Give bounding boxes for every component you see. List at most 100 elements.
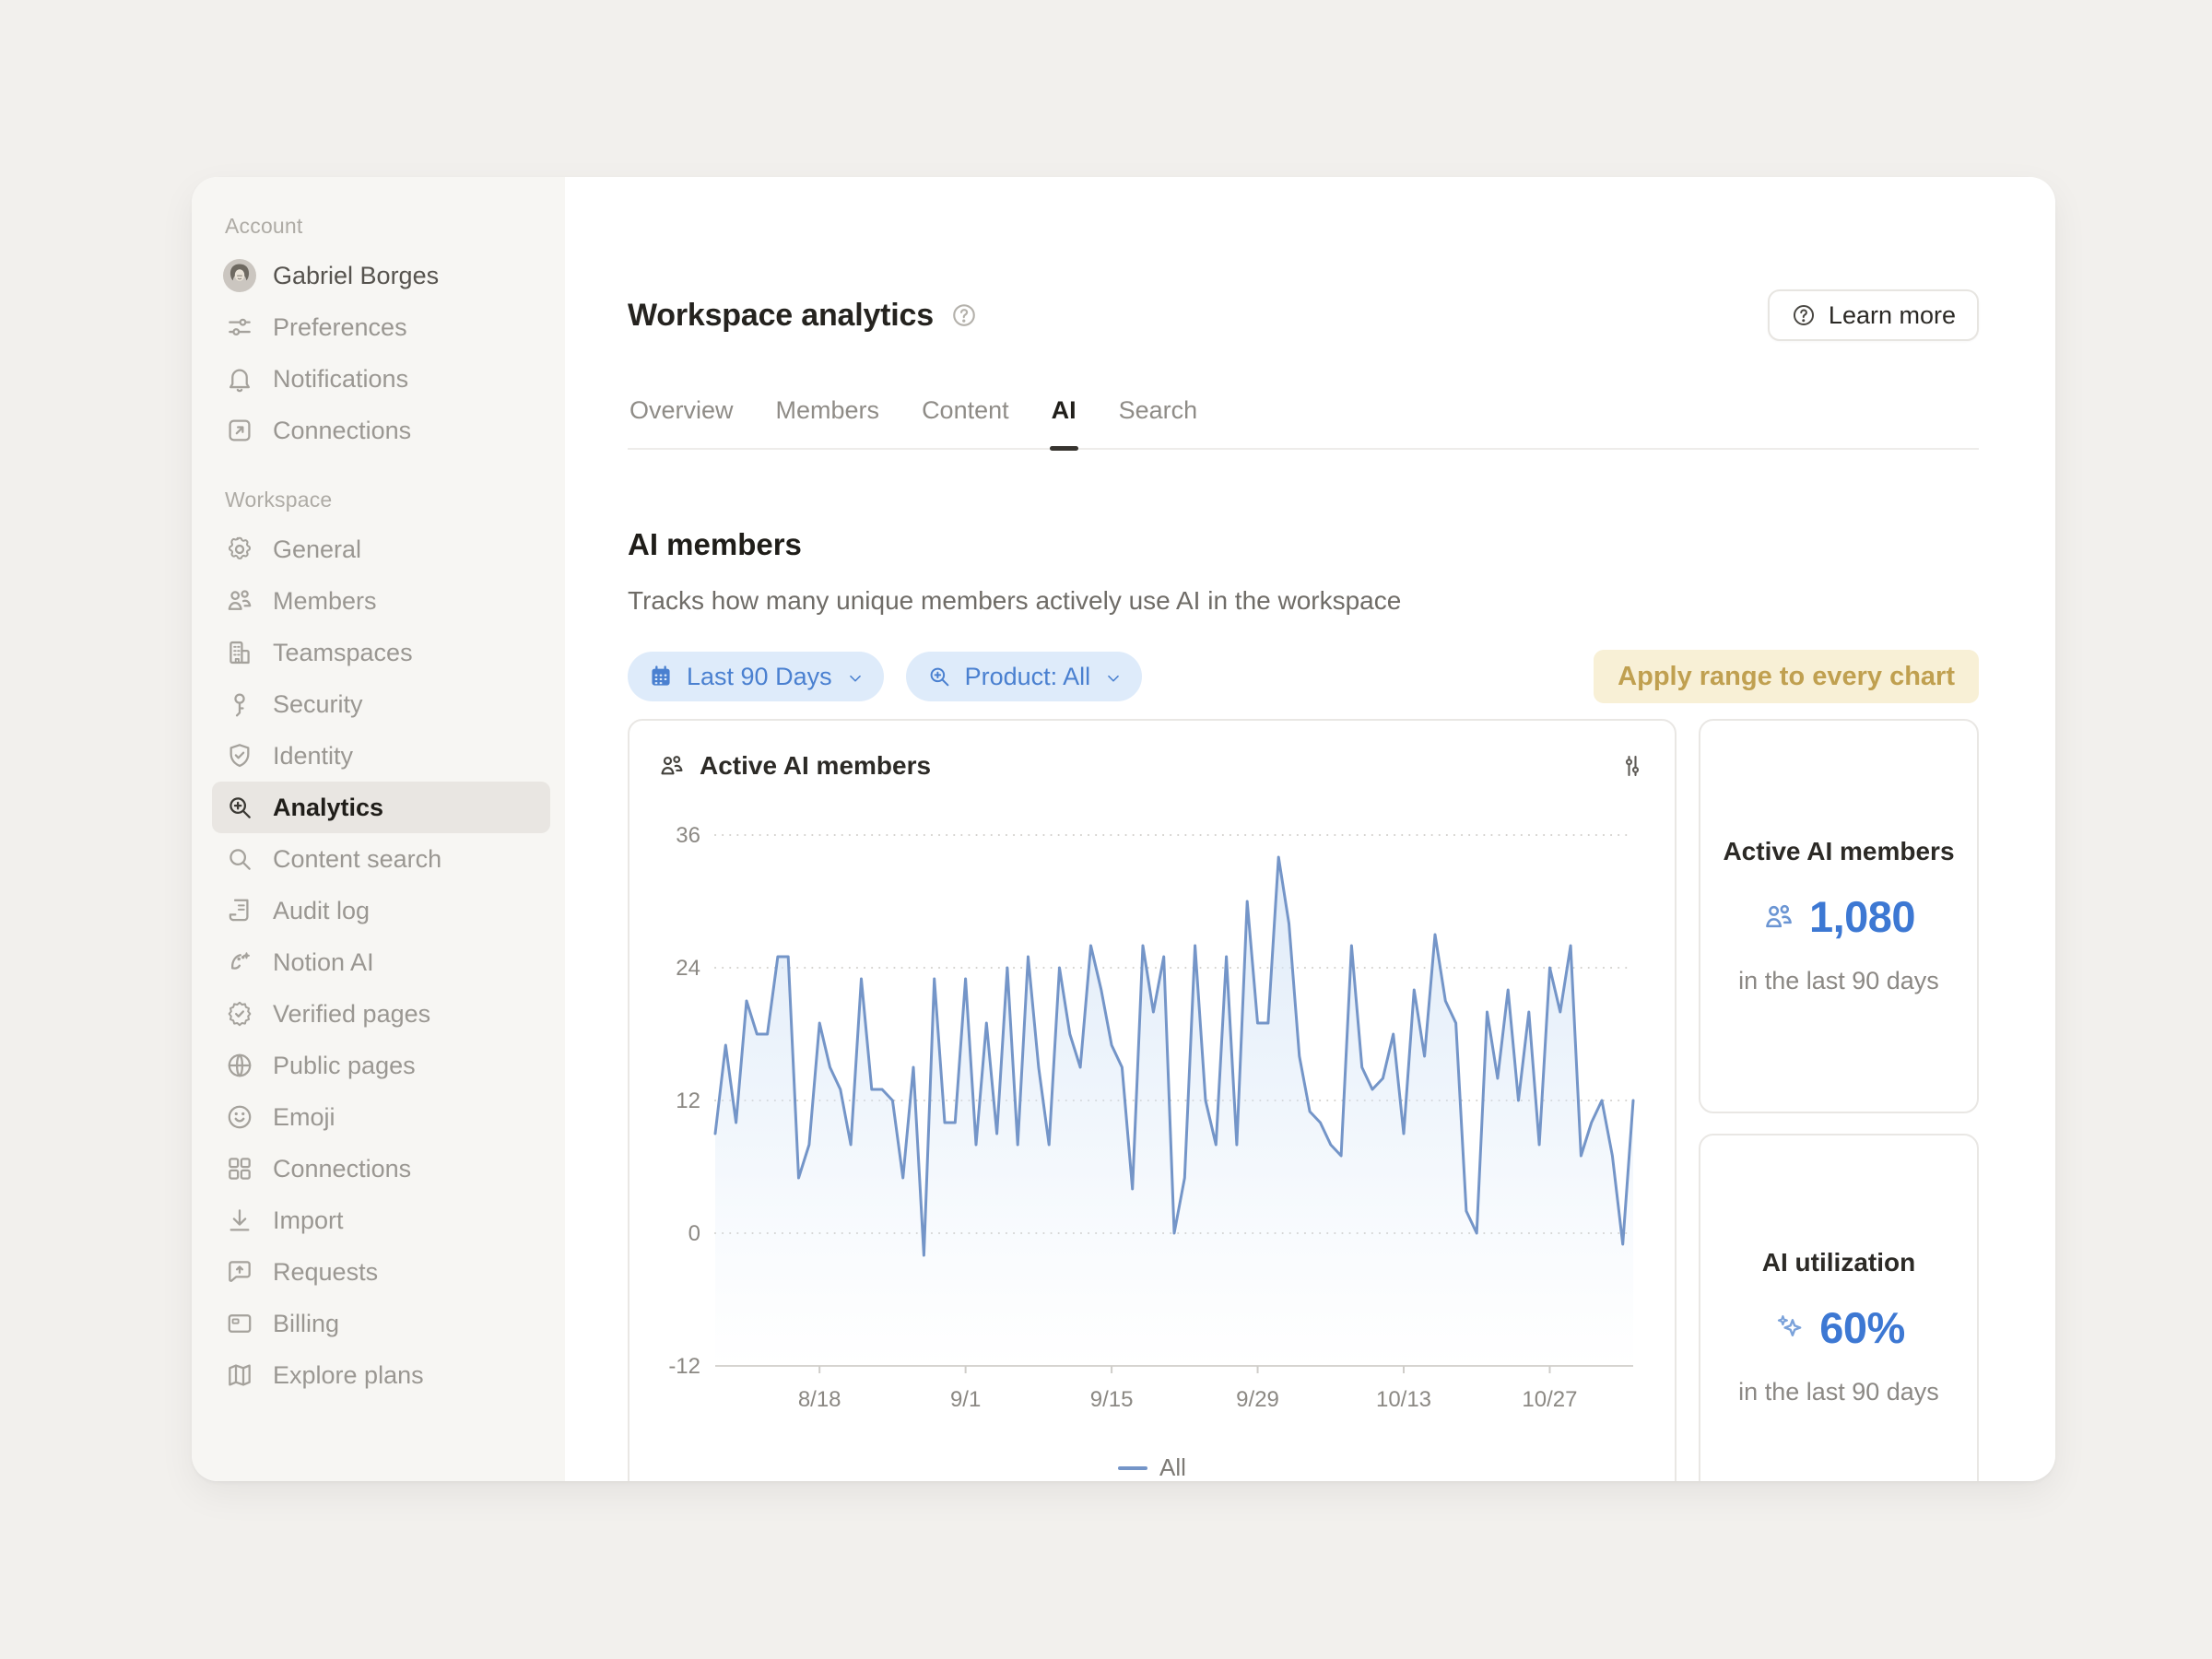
sidebar-item-label: Audit log (273, 896, 371, 924)
filter-chip-last-90-days[interactable]: Last 90 Days (628, 652, 884, 701)
apply-range-button[interactable]: Apply range to every chart (1594, 650, 1979, 703)
svg-text:12: 12 (676, 1088, 700, 1113)
filter-chip-label: Product: All (964, 662, 1091, 690)
svg-text:9/15: 9/15 (1090, 1387, 1134, 1412)
sidebar-item-notion-ai[interactable]: Notion AI (212, 936, 550, 988)
chevron-down-icon (1103, 666, 1124, 687)
tab-ai[interactable]: AI (1049, 391, 1078, 451)
sidebar-item-preferences[interactable]: Preferences (212, 301, 550, 353)
credit-card-icon (225, 1309, 254, 1338)
sidebar-item-explore-plans[interactable]: Explore plans (212, 1349, 550, 1401)
svg-text:10/27: 10/27 (1522, 1387, 1577, 1412)
svg-text:24: 24 (676, 956, 700, 981)
sidebar-item-gabriel-borges[interactable]: Gabriel Borges (212, 250, 550, 301)
sidebar-item-label: Notion AI (273, 947, 374, 976)
sidebar-item-emoji[interactable]: Emoji (212, 1091, 550, 1143)
sidebar-item-verified-pages[interactable]: Verified pages (212, 988, 550, 1040)
sidebar-item-members[interactable]: Members (212, 575, 550, 627)
sidebar-item-label: Teamspaces (273, 638, 413, 666)
active-ai-members-chart-card: Active AI members 36 24 12 0 -12 8/18 9/1 9/15 9… (628, 719, 1677, 1481)
stat-card-title: AI utilization (1761, 1248, 1916, 1277)
tab-content[interactable]: Content (922, 396, 1009, 424)
sidebar-item-teamspaces[interactable]: Teamspaces (212, 627, 550, 678)
magnifier-icon (225, 844, 254, 874)
map-icon (225, 1360, 254, 1390)
chat-up-icon (225, 1257, 254, 1287)
stat-value-row: 60% (1772, 1302, 1905, 1353)
sidebar-account-group: Account Gabriel Borges Preferences Notific… (212, 214, 550, 456)
download-icon (225, 1206, 254, 1235)
sidebar-item-connections[interactable]: Connections (212, 1143, 550, 1194)
sidebar-item-label: Members (273, 586, 377, 615)
active-ai-members-stat-card: Active AI members 1,080 in the last 90 d… (1699, 719, 1979, 1113)
people-icon (225, 586, 254, 616)
sidebar-item-content-search[interactable]: Content search (212, 833, 550, 885)
learn-more-label: Learn more (1828, 300, 1956, 329)
stat-cards-column: Active AI members 1,080 in the last 90 d… (1699, 719, 1979, 1481)
magnifier-plus-icon (225, 793, 254, 822)
tab-members[interactable]: Members (775, 396, 880, 424)
workspace-group-label: Workspace (225, 488, 333, 512)
legend-label: All (1159, 1453, 1186, 1481)
chart-options-sliders-icon[interactable] (1618, 752, 1646, 780)
learn-more-button[interactable]: Learn more (1767, 289, 1979, 341)
sidebar-item-import[interactable]: Import (212, 1194, 550, 1246)
tab-overview[interactable]: Overview (629, 396, 734, 424)
sidebar-item-analytics[interactable]: Analytics (212, 782, 550, 833)
chevron-down-icon (845, 666, 865, 687)
svg-text:-12: -12 (668, 1354, 700, 1379)
svg-text:8/18: 8/18 (798, 1387, 841, 1412)
sidebar-item-identity[interactable]: Identity (212, 730, 550, 782)
sparkles-icon (1772, 1312, 1806, 1345)
sidebar-item-label: Public pages (273, 1051, 416, 1079)
stat-card-title: Active AI members (1723, 837, 1955, 865)
sidebar-item-label: Identity (273, 741, 354, 770)
svg-text:9/29: 9/29 (1236, 1387, 1279, 1412)
ai-members-line-chart: 36 24 12 0 -12 8/18 9/1 9/15 9/29 10/13 10/27 (658, 789, 1646, 1439)
sidebar-item-label: Content search (273, 844, 442, 873)
chart-legend: All (658, 1453, 1646, 1481)
filter-chip-label: Last 90 Days (687, 662, 832, 690)
section-description: Tracks how many unique members actively … (628, 586, 1402, 615)
svg-text:9/1: 9/1 (950, 1387, 981, 1412)
page-header: Workspace analytics Learn more (628, 289, 1979, 341)
stat-value-row: 1,080 (1762, 891, 1916, 942)
page-title: Workspace analytics (628, 297, 934, 333)
tab-search[interactable]: Search (1118, 396, 1198, 424)
sidebar-item-audit-log[interactable]: Audit log (212, 885, 550, 936)
sidebar-item-requests[interactable]: Requests (212, 1246, 550, 1298)
gear-icon (225, 535, 254, 564)
sidebar-item-security[interactable]: Security (212, 678, 550, 730)
notion-ai-face-icon (225, 947, 254, 977)
globe-icon (225, 1051, 254, 1080)
people-icon (1762, 900, 1795, 934)
sidebar-item-label: Emoji (273, 1102, 335, 1131)
people-icon (658, 752, 686, 780)
sidebar-item-billing[interactable]: Billing (212, 1298, 550, 1349)
badge-check-icon (225, 999, 254, 1029)
sidebar-item-general[interactable]: General (212, 524, 550, 575)
filter-chip-product-all[interactable]: Product: All (905, 652, 1143, 701)
notion-settings-window: Account Gabriel Borges Preferences Notific… (192, 177, 2055, 1481)
grid-icon (225, 1154, 254, 1183)
sliders-horizontal-icon (225, 312, 254, 342)
sidebar-item-label: Analytics (273, 793, 384, 821)
sidebar-item-notifications[interactable]: Notifications (212, 353, 550, 405)
svg-text:36: 36 (676, 823, 700, 848)
avatar-icon (223, 259, 256, 292)
account-items: Gabriel Borges Preferences Notifications Co… (212, 250, 550, 456)
workspace-items: General Members Teamspaces Security Identity… (212, 524, 550, 1401)
calendar-icon (648, 664, 674, 689)
sidebar-item-public-pages[interactable]: Public pages (212, 1040, 550, 1091)
bell-icon (225, 364, 254, 394)
account-group-label: Account (225, 214, 303, 238)
sidebar-item-label: Import (273, 1206, 344, 1234)
chart-card-header: Active AI members (658, 745, 1646, 787)
help-icon[interactable] (950, 301, 978, 329)
filters-row: Last 90 Days Product: All Apply range to … (628, 650, 1979, 703)
analytics-tabs: Overview Members Content AI Search (628, 391, 1979, 451)
sidebar-item-connections[interactable]: Connections (212, 405, 550, 456)
stat-card-value: 60% (1819, 1303, 1905, 1352)
sidebar-item-label: Gabriel Borges (273, 261, 440, 289)
sidebar-item-label: Explore plans (273, 1360, 424, 1389)
